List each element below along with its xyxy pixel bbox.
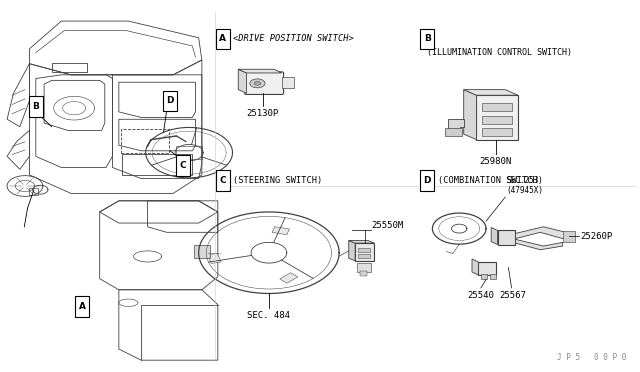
Bar bbox=[122, 154, 192, 175]
Bar bbox=[52, 62, 87, 72]
Bar bbox=[481, 116, 512, 124]
Text: (STEERING SWITCH): (STEERING SWITCH) bbox=[233, 176, 323, 185]
Bar bbox=[481, 128, 512, 137]
Bar bbox=[29, 96, 43, 116]
Polygon shape bbox=[349, 240, 355, 261]
Circle shape bbox=[254, 81, 260, 85]
Bar bbox=[121, 129, 169, 153]
Bar bbox=[280, 273, 298, 283]
Polygon shape bbox=[464, 90, 476, 140]
Bar bbox=[282, 77, 294, 88]
Bar bbox=[216, 29, 230, 49]
Polygon shape bbox=[349, 240, 374, 243]
Text: 25540: 25540 bbox=[467, 291, 494, 299]
Polygon shape bbox=[472, 259, 478, 275]
Text: A: A bbox=[220, 34, 227, 44]
Polygon shape bbox=[515, 239, 563, 250]
Bar bbox=[76, 296, 90, 317]
Circle shape bbox=[250, 79, 265, 88]
Bar bbox=[476, 95, 518, 140]
Bar bbox=[207, 253, 221, 263]
Text: (COMBINATION SWITCH): (COMBINATION SWITCH) bbox=[438, 176, 543, 185]
Polygon shape bbox=[238, 69, 246, 93]
Text: 25567: 25567 bbox=[499, 291, 526, 299]
Bar bbox=[481, 274, 487, 279]
Bar bbox=[420, 29, 435, 49]
Bar bbox=[563, 231, 575, 241]
Bar bbox=[420, 170, 435, 190]
Bar bbox=[481, 103, 512, 111]
Text: 25260P: 25260P bbox=[580, 231, 612, 241]
Polygon shape bbox=[448, 119, 464, 132]
Bar bbox=[445, 128, 463, 136]
Text: C: C bbox=[220, 176, 227, 185]
Bar bbox=[358, 247, 370, 252]
Bar bbox=[355, 243, 374, 261]
Bar bbox=[216, 170, 230, 190]
Bar bbox=[29, 188, 38, 195]
Text: 25550M: 25550M bbox=[371, 221, 403, 230]
FancyBboxPatch shape bbox=[244, 72, 284, 94]
Text: D: D bbox=[424, 176, 431, 185]
Polygon shape bbox=[515, 227, 569, 238]
Bar bbox=[497, 231, 515, 244]
Polygon shape bbox=[238, 69, 282, 73]
Text: B: B bbox=[424, 34, 431, 44]
Text: C: C bbox=[179, 161, 186, 170]
Text: 25130P: 25130P bbox=[246, 109, 278, 118]
Text: B: B bbox=[33, 102, 39, 111]
Text: A: A bbox=[79, 302, 86, 311]
Bar bbox=[357, 263, 371, 272]
Text: SEC.253
(47945X): SEC.253 (47945X) bbox=[506, 176, 543, 195]
Text: D: D bbox=[166, 96, 173, 105]
Bar bbox=[272, 227, 289, 235]
Text: J P 5   0 0 P 0: J P 5 0 0 P 0 bbox=[557, 353, 627, 362]
Text: (ILLUMINATION CONTROL SWITCH): (ILLUMINATION CONTROL SWITCH) bbox=[427, 48, 572, 57]
Bar bbox=[175, 155, 189, 176]
Bar bbox=[163, 90, 177, 111]
Polygon shape bbox=[464, 90, 518, 95]
Text: SEC. 484: SEC. 484 bbox=[248, 311, 291, 320]
Bar bbox=[193, 245, 209, 258]
Bar bbox=[478, 262, 496, 275]
Text: <DRIVE POSITION SWITCH>: <DRIVE POSITION SWITCH> bbox=[233, 34, 354, 44]
Text: 25980N: 25980N bbox=[479, 157, 512, 166]
Bar bbox=[490, 274, 496, 279]
Bar bbox=[360, 271, 367, 276]
Bar bbox=[358, 254, 370, 258]
Polygon shape bbox=[491, 228, 497, 244]
